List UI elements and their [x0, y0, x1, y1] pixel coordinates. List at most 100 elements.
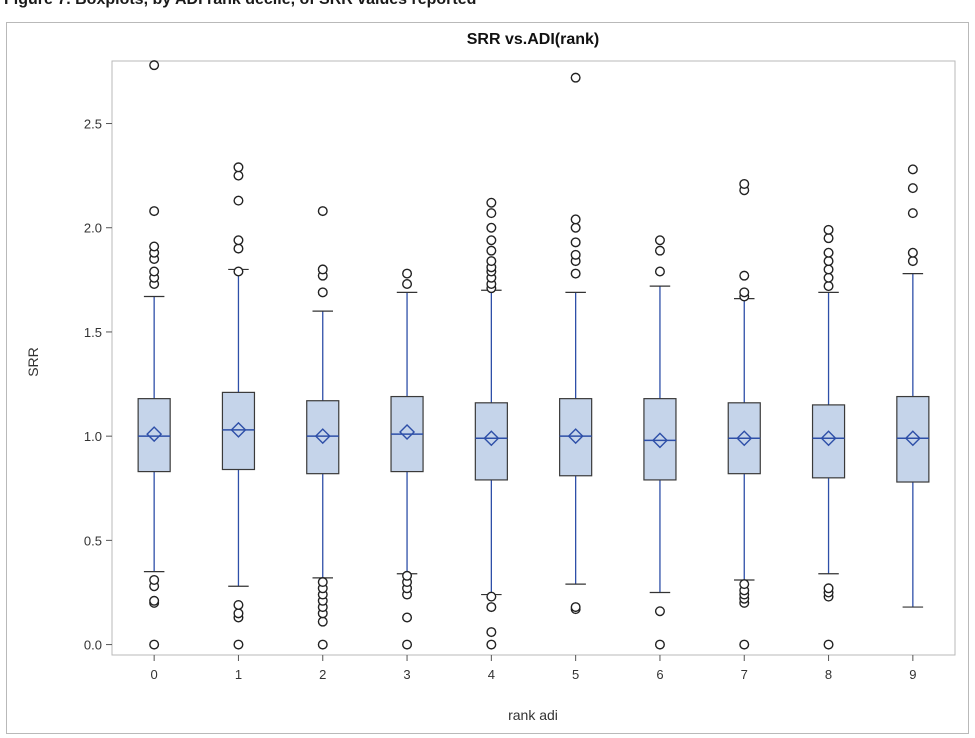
y-tick-label: 0.5 [84, 533, 102, 548]
outlier-point [486, 639, 497, 650]
outlier-point [317, 264, 328, 275]
outlier-point [486, 591, 497, 602]
outlier-point [486, 602, 497, 613]
outlier-point [907, 164, 918, 175]
y-tick-label: 2.5 [84, 117, 102, 132]
outlier-point [317, 206, 328, 217]
iqr-box [221, 391, 256, 471]
y-axis-ticks: 0.0 0.5 1.0 1.5 2.0 2.5 [84, 117, 112, 653]
box-group-9 [896, 164, 930, 608]
outlier-point [739, 270, 750, 281]
outlier-point [486, 256, 497, 267]
x-tick-label: 7 [741, 667, 748, 682]
outlier-point [570, 268, 581, 279]
outlier-point [233, 266, 244, 277]
outlier-point [570, 237, 581, 248]
iqr-box [896, 395, 930, 483]
outlier-point [907, 247, 918, 258]
iqr-box [643, 398, 677, 481]
outlier-point [233, 235, 244, 246]
iqr-box [559, 398, 593, 477]
mean-marker [399, 423, 416, 440]
outlier-point [823, 272, 834, 283]
outlier-point [486, 197, 497, 208]
outlier-point [149, 639, 160, 650]
x-tick-label: 0 [151, 667, 158, 682]
y-tick-label: 0.0 [84, 638, 102, 653]
mean-marker [146, 426, 163, 443]
x-tick-label: 5 [572, 667, 579, 682]
outlier-point [233, 170, 244, 181]
outlier-point [570, 249, 581, 260]
outlier-point [654, 606, 665, 617]
outlier-point [570, 72, 581, 83]
outlier-point [149, 60, 160, 71]
outlier-point [233, 639, 244, 650]
outlier-point [402, 612, 413, 623]
box-group-0 [137, 60, 171, 650]
outlier-point [739, 579, 750, 590]
box-group-1 [221, 162, 256, 650]
x-tick-label: 3 [403, 667, 410, 682]
mean-marker [904, 430, 921, 447]
outlier-point [654, 639, 665, 650]
mean-marker [314, 428, 331, 445]
box-group-2 [306, 206, 340, 650]
y-tick-label: 1.5 [84, 325, 102, 340]
mean-marker [567, 428, 584, 445]
outlier-point [233, 195, 244, 206]
y-tick-label: 2.0 [84, 221, 102, 236]
x-tick-label: 2 [319, 667, 326, 682]
box-group-6 [643, 235, 677, 650]
outlier-point [823, 233, 834, 244]
outlier-point [654, 235, 665, 246]
outlier-point [823, 247, 834, 258]
x-tick-label: 6 [656, 667, 663, 682]
outlier-point [823, 583, 834, 594]
mean-marker [230, 421, 247, 438]
outlier-point [907, 208, 918, 219]
outlier-point [907, 183, 918, 194]
x-axis-label: rank adi [508, 707, 558, 723]
iqr-box [306, 400, 340, 475]
outlier-point [233, 608, 244, 619]
outlier-point [149, 574, 160, 585]
outlier-point [570, 214, 581, 225]
outlier-point [654, 245, 665, 256]
box-group-3 [390, 268, 424, 650]
outlier-point [233, 599, 244, 610]
outlier-point [486, 222, 497, 233]
y-tick-label: 1.0 [84, 429, 102, 444]
outlier-point [149, 595, 160, 606]
outlier-point [233, 243, 244, 254]
outlier-point [402, 279, 413, 290]
x-tick-label: 8 [825, 667, 832, 682]
x-tick-label: 1 [235, 667, 242, 682]
iqr-box [474, 402, 508, 481]
outlier-point [233, 162, 244, 173]
mean-marker [736, 430, 753, 447]
box-group-5 [559, 72, 593, 615]
chart-frame [6, 22, 969, 734]
box-group-8 [811, 224, 846, 650]
outlier-point [149, 206, 160, 217]
outlier-point [402, 570, 413, 581]
boxplot-series [137, 60, 930, 650]
iqr-box [811, 404, 846, 479]
mean-marker [483, 430, 500, 447]
outlier-point [317, 639, 328, 650]
outlier-point [570, 602, 581, 613]
outlier-point [486, 245, 497, 256]
outlier-point [317, 616, 328, 627]
chart-title: SRR vs.ADI(rank) [467, 31, 599, 48]
outlier-point [317, 287, 328, 298]
outlier-point [317, 577, 328, 588]
plot-area [111, 60, 956, 656]
box-group-4 [474, 197, 508, 650]
outlier-point [402, 639, 413, 650]
box-group-7 [727, 178, 761, 650]
figure-caption: Figure 7. Boxplots, by ADI rank decile, … [0, 0, 975, 18]
outlier-point [486, 208, 497, 219]
outlier-point [402, 268, 413, 279]
outlier-point [486, 627, 497, 638]
